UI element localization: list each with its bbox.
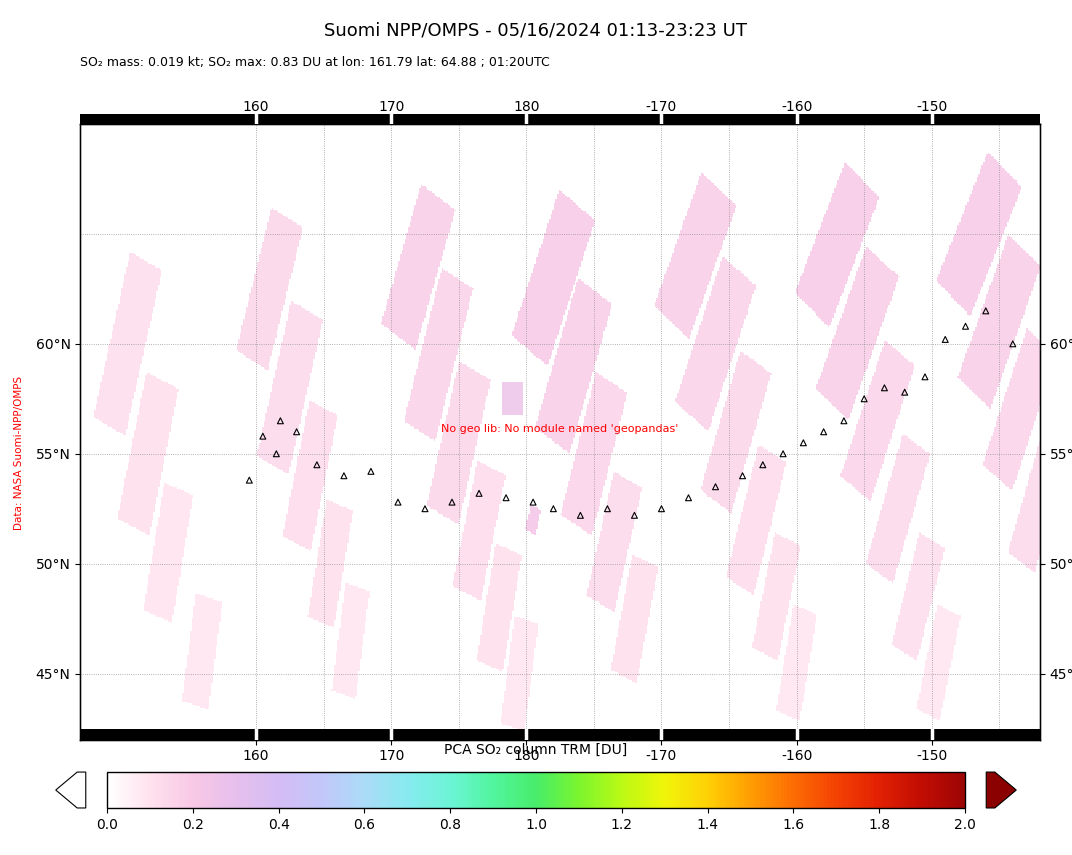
Point	[497, 491, 515, 504]
Point	[268, 447, 285, 461]
Text: Data: NASA Suomi-NPP/OMPS: Data: NASA Suomi-NPP/OMPS	[14, 376, 25, 530]
Point	[309, 458, 326, 472]
Point	[815, 425, 832, 439]
Point	[978, 304, 995, 318]
Text: SO₂ mass: 0.019 kt; SO₂ max: 0.83 DU at lon: 161.79 lat: 64.88 ; 01:20UTC: SO₂ mass: 0.019 kt; SO₂ max: 0.83 DU at …	[80, 56, 550, 68]
Point	[444, 495, 461, 509]
Point	[855, 392, 873, 405]
Point	[254, 429, 271, 443]
Text: No geo lib: No module named 'geopandas': No geo lib: No module named 'geopandas'	[442, 424, 679, 433]
Point	[917, 370, 934, 384]
FancyArrow shape	[986, 772, 1016, 808]
Text: PCA SO₂ column TRM [DU]: PCA SO₂ column TRM [DU]	[445, 743, 627, 757]
Point	[272, 414, 289, 428]
Point	[362, 464, 379, 478]
Point	[755, 458, 772, 472]
Point	[288, 425, 306, 439]
Point	[336, 469, 353, 482]
Point	[545, 502, 562, 516]
Point	[957, 320, 974, 333]
Point	[1004, 337, 1022, 351]
Point	[835, 414, 852, 428]
Text: Suomi NPP/OMPS - 05/16/2024 01:13-23:23 UT: Suomi NPP/OMPS - 05/16/2024 01:13-23:23 …	[325, 21, 747, 39]
Point	[389, 495, 406, 509]
Point	[471, 486, 488, 500]
Point	[599, 502, 616, 516]
Point	[734, 469, 751, 482]
Point	[653, 502, 670, 516]
Point	[896, 386, 913, 399]
Point	[794, 436, 812, 450]
Point	[416, 502, 433, 516]
Point	[626, 509, 643, 522]
Point	[524, 495, 541, 509]
Point	[706, 480, 724, 493]
Point	[680, 491, 697, 504]
FancyArrow shape	[56, 772, 86, 808]
Point	[937, 333, 954, 346]
Point	[774, 447, 791, 461]
Point	[876, 381, 893, 395]
Point	[571, 509, 589, 522]
Point	[241, 474, 258, 487]
